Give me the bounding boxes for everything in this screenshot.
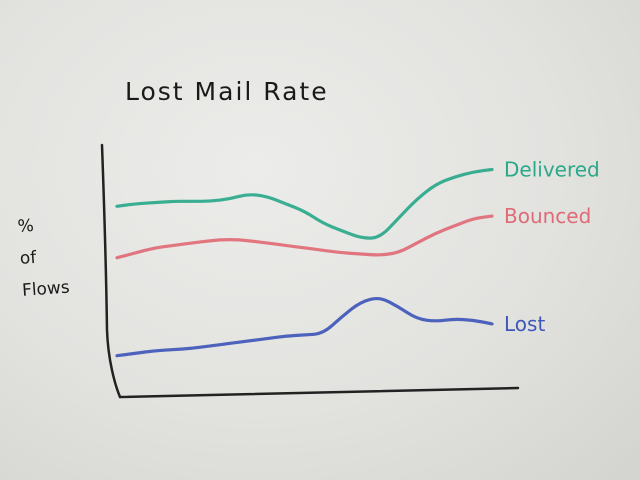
- series-label-delivered: Delivered: [504, 158, 600, 182]
- series-line-lost: [115, 296, 494, 358]
- series-line-delivered: [115, 167, 494, 240]
- y-axis-label-word: of: [19, 248, 38, 269]
- y-axis: [100, 143, 122, 399]
- y-axis-label-word: %: [17, 216, 35, 237]
- series-label-layer: Delivered Bounced Lost: [504, 158, 600, 336]
- series-line-bounced: [115, 214, 494, 260]
- axes: [100, 143, 520, 399]
- series-layer: [115, 167, 494, 358]
- series-label-lost: Lost: [504, 312, 545, 336]
- y-axis-label-word: Flows: [21, 278, 70, 301]
- y-axis-label: % of Flows: [17, 214, 71, 301]
- x-axis: [118, 386, 520, 399]
- series-label-bounced: Bounced: [504, 204, 591, 228]
- chart-title: Lost Mail Rate: [125, 77, 329, 106]
